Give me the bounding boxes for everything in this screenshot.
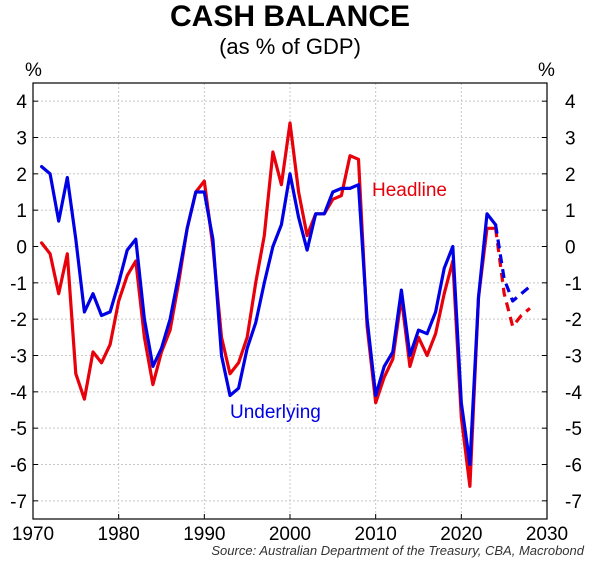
y-tick-label: 2 — [16, 165, 27, 186]
source-note: Source: Australian Department of the Tre… — [211, 543, 584, 558]
right-axis-unit: % — [538, 60, 555, 81]
y-tick-label: 4 — [16, 92, 27, 113]
chart-subtitle: (as % of GDP) — [219, 34, 361, 59]
y-tick-label: 1 — [565, 201, 576, 222]
x-tick-label: 1990 — [183, 524, 225, 545]
y-tick-label: 3 — [16, 129, 27, 150]
x-tick-label: 1970 — [12, 524, 54, 545]
y-tick-label: -4 — [565, 383, 582, 404]
y-tick-label: -1 — [565, 274, 582, 295]
left-axis-unit: % — [25, 60, 42, 81]
y-tick-label: -6 — [565, 456, 582, 477]
y-tick-label: -4 — [10, 383, 27, 404]
underlying-label: Underlying — [230, 402, 321, 423]
headline-forecast-line — [494, 228, 531, 328]
y-tick-label: -6 — [10, 456, 27, 477]
x-tick-label: 2020 — [440, 524, 482, 545]
x-tick-label: 2010 — [355, 524, 397, 545]
y-tick-label: -2 — [10, 310, 27, 331]
y-tick-label: -3 — [565, 347, 582, 368]
y-tick-label: -3 — [10, 347, 27, 368]
headline-label: Headline — [372, 180, 447, 201]
x-tick-label: 1980 — [98, 524, 140, 545]
headline-line — [39, 121, 498, 488]
y-tick-label: 2 — [565, 165, 576, 186]
x-tick-label: 2000 — [269, 524, 311, 545]
underlying-forecast-line — [494, 224, 531, 303]
chart-title: CASH BALANCE — [170, 0, 410, 33]
underlying-line — [39, 165, 498, 467]
y-tick-label: 0 — [565, 238, 576, 259]
y-axis-left: 4 3 2 1 0 -1 -2 -3 -4 -5 -6 -7 — [10, 92, 38, 513]
x-axis: 1970 1980 1990 2000 2010 2020 2030 — [12, 514, 568, 545]
y-tick-label: -5 — [10, 419, 27, 440]
y-tick-label: -2 — [565, 310, 582, 331]
series-lines — [39, 121, 531, 488]
y-tick-label: 4 — [565, 92, 576, 113]
y-tick-label: -7 — [10, 492, 27, 513]
x-tick-label: 2030 — [526, 524, 568, 545]
y-tick-label: 0 — [16, 238, 27, 259]
y-tick-label: -7 — [565, 492, 582, 513]
y-axis-right: 4 3 2 1 0 -1 -2 -3 -4 -5 -6 -7 — [542, 92, 582, 513]
y-tick-label: 3 — [565, 129, 576, 150]
y-tick-label: -5 — [565, 419, 582, 440]
y-tick-label: -1 — [10, 274, 27, 295]
y-tick-label: 1 — [16, 201, 27, 222]
